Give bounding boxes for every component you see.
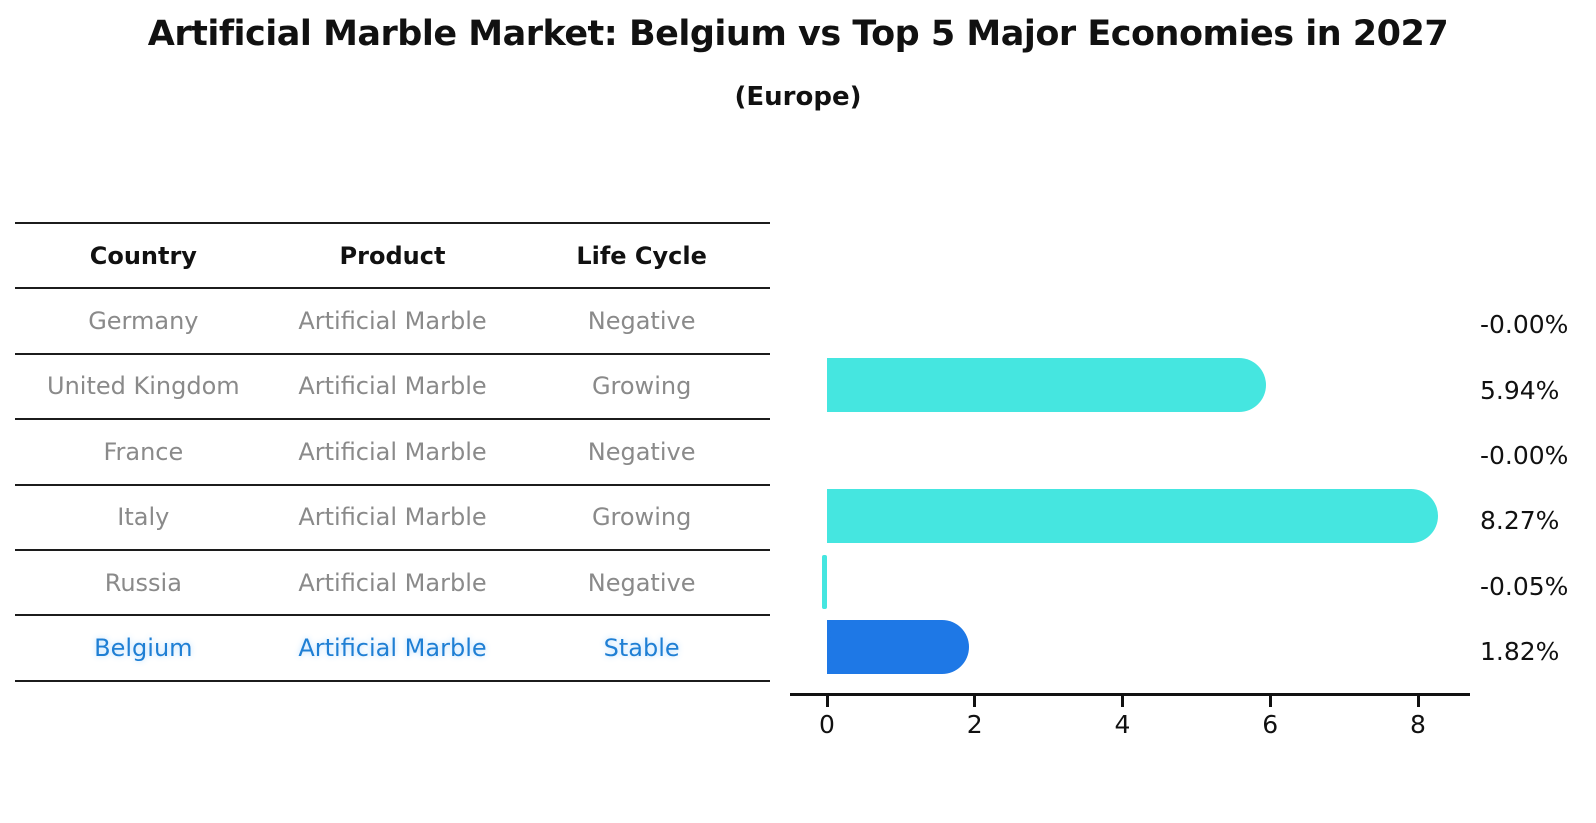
cell-product: Artificial Marble: [298, 568, 487, 597]
x-axis: [790, 693, 1470, 696]
cell-life-cycle: Negative: [587, 437, 696, 466]
value-label: -0.00%: [1480, 310, 1569, 340]
bar-italy: [827, 489, 1438, 544]
cell-life-cycle: Stable: [603, 634, 680, 663]
tick-label: 2: [966, 710, 983, 739]
chart-title: Artificial Marble Market: Belgium vs Top…: [147, 14, 1449, 54]
header-country: Country: [89, 241, 197, 270]
table-row: France Artificial Marble Negative: [15, 420, 770, 486]
cell-country: Germany: [88, 307, 199, 336]
table-row: United Kingdom Artificial Marble Growing: [15, 355, 770, 421]
tick-mark: [1121, 696, 1124, 707]
cell-product: Artificial Marble: [298, 503, 487, 532]
value-label: 5.94%: [1480, 375, 1560, 405]
comparison-table: Country Product Life Cycle Germany Artif…: [15, 222, 770, 682]
cell-product: Artificial Marble: [298, 437, 487, 466]
cell-product: Artificial Marble: [298, 634, 487, 663]
value-label: 1.82%: [1480, 637, 1560, 667]
cell-life-cycle: Negative: [587, 307, 696, 336]
table-row: Belgium Artificial Marble Stable: [15, 616, 770, 682]
table-row: Italy Artificial Marble Growing: [15, 486, 770, 551]
table-row: Russia Artificial Marble Negative: [15, 551, 770, 617]
cell-life-cycle: Growing: [591, 503, 692, 532]
tick-label: 6: [1262, 710, 1279, 739]
header-life-cycle: Life Cycle: [576, 241, 707, 270]
tick-label: 8: [1410, 710, 1426, 739]
bar-belgium: [827, 620, 970, 674]
cell-country: Belgium: [94, 634, 193, 663]
tick-mark: [825, 696, 829, 707]
table-header-row: Country Product Life Cycle: [15, 224, 770, 290]
cell-product: Artificial Marble: [298, 307, 487, 336]
bar-united-kingdom: [827, 358, 1266, 413]
value-label: 8.27%: [1480, 506, 1560, 536]
tick-mark: [973, 696, 977, 707]
cell-country: United Kingdom: [47, 372, 240, 401]
cell-country: Russia: [104, 568, 182, 597]
tick-label: 4: [1114, 710, 1131, 739]
bar-russia: [822, 554, 827, 609]
value-label: -0.00%: [1480, 440, 1569, 470]
chart-subtitle: (Europe): [734, 82, 862, 112]
tick-mark: [1268, 696, 1272, 707]
bar-chart: 0 2 4 6 8 -0.00% 5.94% -0.00% 8.27% -0.0…: [790, 222, 1596, 782]
cell-product: Artificial Marble: [298, 372, 487, 401]
table-row: Germany Artificial Marble Negative: [15, 289, 770, 355]
cell-life-cycle: Growing: [591, 372, 692, 401]
cell-life-cycle: Negative: [587, 568, 696, 597]
cell-country: France: [103, 437, 184, 466]
header-product: Product: [339, 241, 446, 270]
value-label: -0.05%: [1480, 571, 1569, 601]
cell-country: Italy: [117, 503, 170, 532]
tick-mark: [1416, 696, 1420, 707]
tick-label: 0: [819, 710, 835, 739]
